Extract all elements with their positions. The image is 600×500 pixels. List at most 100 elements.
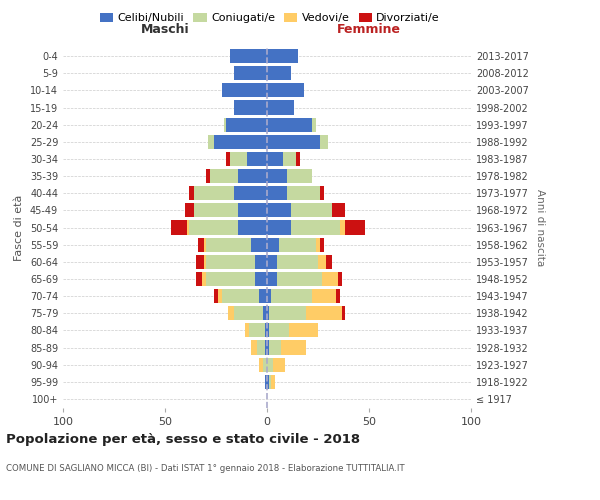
Bar bbox=[320, 186, 324, 200]
Bar bbox=[267, 358, 273, 372]
Bar bbox=[247, 152, 267, 166]
Bar bbox=[318, 255, 326, 269]
Bar bbox=[208, 135, 214, 149]
Bar bbox=[279, 238, 316, 252]
Bar bbox=[218, 289, 222, 303]
Text: Maschi: Maschi bbox=[140, 22, 190, 36]
Bar bbox=[267, 220, 292, 234]
Bar bbox=[190, 186, 194, 200]
Bar bbox=[210, 169, 238, 183]
Bar bbox=[204, 255, 206, 269]
Bar bbox=[214, 289, 218, 303]
Bar bbox=[267, 255, 277, 269]
Bar bbox=[287, 169, 312, 183]
Bar bbox=[267, 84, 304, 98]
Bar bbox=[206, 169, 210, 183]
Bar bbox=[281, 340, 306, 354]
Bar bbox=[292, 204, 332, 218]
Bar bbox=[265, 340, 267, 354]
Bar bbox=[312, 118, 316, 132]
Bar bbox=[289, 324, 318, 338]
Bar bbox=[271, 289, 312, 303]
Legend: Celibi/Nubili, Coniugati/e, Vedovi/e, Divorziati/e: Celibi/Nubili, Coniugati/e, Vedovi/e, Di… bbox=[95, 8, 445, 28]
Bar bbox=[320, 135, 328, 149]
Bar bbox=[269, 324, 289, 338]
Bar bbox=[273, 358, 286, 372]
Bar bbox=[235, 186, 267, 200]
Bar bbox=[206, 255, 255, 269]
Bar bbox=[267, 289, 271, 303]
Bar bbox=[265, 375, 267, 389]
Bar bbox=[267, 186, 287, 200]
Bar bbox=[267, 204, 292, 218]
Bar bbox=[222, 84, 267, 98]
Bar bbox=[257, 340, 265, 354]
Bar bbox=[238, 169, 267, 183]
Bar bbox=[263, 358, 267, 372]
Bar bbox=[238, 204, 267, 218]
Bar bbox=[312, 289, 337, 303]
Bar bbox=[238, 220, 267, 234]
Bar bbox=[277, 255, 318, 269]
Y-axis label: Anni di nascita: Anni di nascita bbox=[535, 189, 545, 266]
Bar bbox=[267, 152, 283, 166]
Bar bbox=[306, 306, 343, 320]
Bar bbox=[190, 220, 238, 234]
Bar bbox=[338, 272, 343, 286]
Bar bbox=[187, 220, 190, 234]
Bar bbox=[194, 204, 238, 218]
Bar bbox=[206, 272, 255, 286]
Bar bbox=[235, 306, 263, 320]
Text: Femmine: Femmine bbox=[337, 22, 401, 36]
Bar bbox=[267, 118, 312, 132]
Bar bbox=[277, 272, 322, 286]
Bar bbox=[255, 255, 267, 269]
Bar bbox=[267, 100, 293, 114]
Bar bbox=[292, 220, 340, 234]
Bar bbox=[214, 135, 267, 149]
Bar bbox=[224, 118, 226, 132]
Bar bbox=[267, 238, 279, 252]
Bar bbox=[320, 238, 324, 252]
Bar bbox=[326, 255, 332, 269]
Bar bbox=[235, 100, 267, 114]
Bar bbox=[267, 306, 269, 320]
Bar bbox=[197, 238, 204, 252]
Text: COMUNE DI SAGLIANO MICCA (BI) - Dati ISTAT 1° gennaio 2018 - Elaborazione TUTTIT: COMUNE DI SAGLIANO MICCA (BI) - Dati IST… bbox=[6, 464, 404, 473]
Bar bbox=[296, 152, 299, 166]
Bar bbox=[222, 289, 259, 303]
Bar bbox=[235, 66, 267, 80]
Bar bbox=[196, 272, 202, 286]
Bar bbox=[316, 238, 320, 252]
Bar bbox=[332, 204, 344, 218]
Bar bbox=[251, 340, 257, 354]
Bar bbox=[228, 306, 235, 320]
Bar bbox=[267, 49, 298, 63]
Bar bbox=[196, 255, 204, 269]
Bar bbox=[344, 220, 365, 234]
Bar bbox=[267, 340, 269, 354]
Bar bbox=[267, 324, 269, 338]
Y-axis label: Fasce di età: Fasce di età bbox=[14, 194, 24, 260]
Bar bbox=[263, 306, 267, 320]
Bar bbox=[269, 306, 306, 320]
Bar bbox=[287, 186, 320, 200]
Bar bbox=[267, 135, 320, 149]
Bar bbox=[248, 324, 265, 338]
Bar bbox=[245, 324, 248, 338]
Bar bbox=[283, 152, 296, 166]
Bar bbox=[255, 272, 267, 286]
Bar bbox=[267, 272, 277, 286]
Bar bbox=[230, 152, 247, 166]
Bar bbox=[185, 204, 194, 218]
Text: Popolazione per età, sesso e stato civile - 2018: Popolazione per età, sesso e stato civil… bbox=[6, 432, 360, 446]
Bar bbox=[226, 118, 267, 132]
Bar bbox=[337, 289, 340, 303]
Bar bbox=[259, 289, 267, 303]
Bar bbox=[267, 66, 292, 80]
Bar bbox=[171, 220, 187, 234]
Bar bbox=[340, 220, 344, 234]
Bar bbox=[265, 324, 267, 338]
Bar bbox=[226, 152, 230, 166]
Bar bbox=[267, 169, 287, 183]
